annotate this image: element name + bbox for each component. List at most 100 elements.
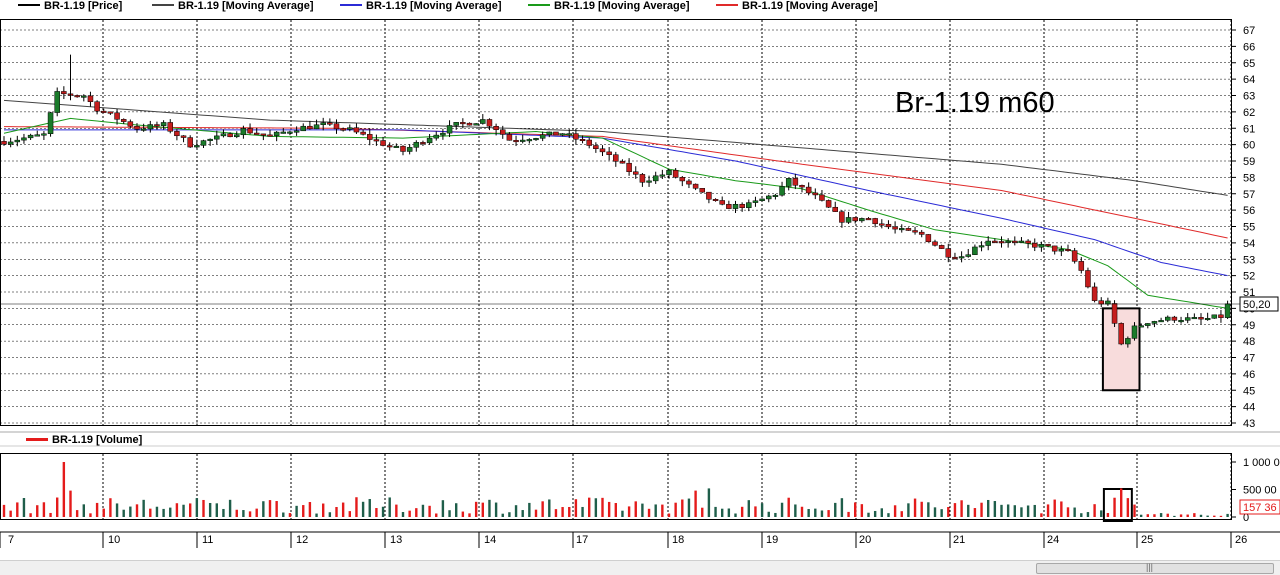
volume-highlight-box [1102, 488, 1133, 522]
volume-bar [913, 498, 917, 517]
candle-body [61, 91, 67, 95]
volume-bar [667, 513, 671, 517]
candle-body [1045, 244, 1051, 247]
scrollbar-thumb[interactable] [1036, 563, 1274, 574]
candle-body [1051, 245, 1058, 252]
last-volume-box [1239, 499, 1280, 515]
price-tick-label: 58 [1243, 172, 1255, 184]
candle-body [825, 200, 832, 208]
candle-body [353, 127, 360, 133]
candle-body [659, 174, 666, 177]
candle-body [1078, 261, 1085, 271]
candle-body [746, 202, 752, 209]
volume-bar [75, 510, 79, 517]
volume-bar [62, 462, 66, 517]
candle-body [81, 95, 87, 98]
volume-bar [255, 508, 258, 517]
volume-bar [89, 513, 92, 517]
last-volume-label: 157 36 [1243, 502, 1277, 514]
volume-bar [175, 503, 179, 517]
volume-bar [56, 497, 59, 517]
volume-bar [435, 513, 438, 517]
volume-bar [534, 509, 538, 517]
legend-item-ma-3: BR-1.19 [Moving Average] [528, 0, 690, 12]
candle-body [925, 234, 932, 243]
volume-bar [1126, 498, 1130, 517]
candle-body [1184, 317, 1191, 321]
volume-bar [601, 497, 604, 517]
volume-bar [162, 508, 165, 517]
volume-bar [787, 497, 790, 517]
volume-bar [867, 512, 870, 517]
candle-body [380, 140, 386, 146]
volume-bar [142, 499, 145, 517]
volume-bar [275, 501, 278, 517]
volume-bar [408, 510, 411, 517]
time-scrollbar[interactable]: ||| [0, 560, 1280, 575]
candle-body [280, 131, 287, 134]
candle-body [114, 112, 120, 120]
time-tick-label: 25 [1141, 534, 1153, 546]
price-tick-label: 59 [1243, 156, 1255, 168]
price-tick-label: 49 [1243, 320, 1255, 332]
candle-body [812, 192, 819, 196]
candle-body [1038, 244, 1045, 248]
price-tick-label: 44 [1243, 402, 1255, 414]
candle-body [466, 122, 473, 126]
volume-bar [208, 502, 212, 517]
volume-bar [594, 498, 598, 517]
volume-bar [860, 504, 864, 517]
candle-body [347, 127, 353, 130]
volume-bar [581, 506, 584, 517]
candle-body [120, 119, 127, 122]
candle-body [506, 134, 513, 141]
volume-bar [441, 500, 445, 517]
price-tick-label: 60 [1243, 140, 1255, 152]
candle-body [899, 228, 905, 231]
moving-average-line [4, 126, 1228, 239]
candle-body [1165, 316, 1171, 321]
volume-bar [1199, 514, 1203, 517]
candle-body [21, 137, 27, 141]
volume-bar [953, 503, 957, 517]
volume-bar [36, 505, 39, 517]
price-candles [1, 54, 1231, 348]
volume-bar [621, 510, 624, 517]
scrollbar-grip-icon: ||| [1146, 562, 1154, 572]
volume-bar [1139, 514, 1143, 517]
volume-bar [242, 510, 245, 517]
volume-bar [421, 504, 425, 517]
candle-body [819, 194, 825, 201]
volume-bar [481, 502, 484, 517]
price-tick-label: 45 [1243, 385, 1255, 397]
candle-body [473, 123, 479, 126]
volume-bar [268, 500, 272, 517]
volume-bar [847, 511, 850, 517]
volume-bar [973, 508, 977, 517]
volume-bar [1000, 504, 1003, 517]
candle-body [759, 198, 765, 202]
candle-body [1071, 250, 1078, 262]
volume-bar [1146, 514, 1149, 517]
price-tick-label: 46 [1243, 369, 1255, 381]
candle-body [945, 248, 952, 258]
candle-body [573, 133, 579, 140]
candle-body [972, 246, 978, 255]
candle-body [666, 170, 672, 176]
candle-body [626, 162, 632, 172]
candle-body [965, 254, 971, 257]
last-price-box [1239, 296, 1279, 312]
candle-body [367, 134, 373, 140]
volume-bar [1186, 514, 1189, 517]
candle-body [686, 180, 692, 185]
volume-bar [800, 506, 804, 517]
volume-bar [2, 504, 6, 517]
volume-bar [1133, 504, 1136, 517]
candle-body [140, 128, 147, 131]
candle-body [952, 256, 958, 259]
volume-bar [548, 499, 551, 517]
candle-body [752, 200, 759, 203]
volume-bar [528, 502, 531, 517]
volume-bar [1226, 513, 1229, 517]
